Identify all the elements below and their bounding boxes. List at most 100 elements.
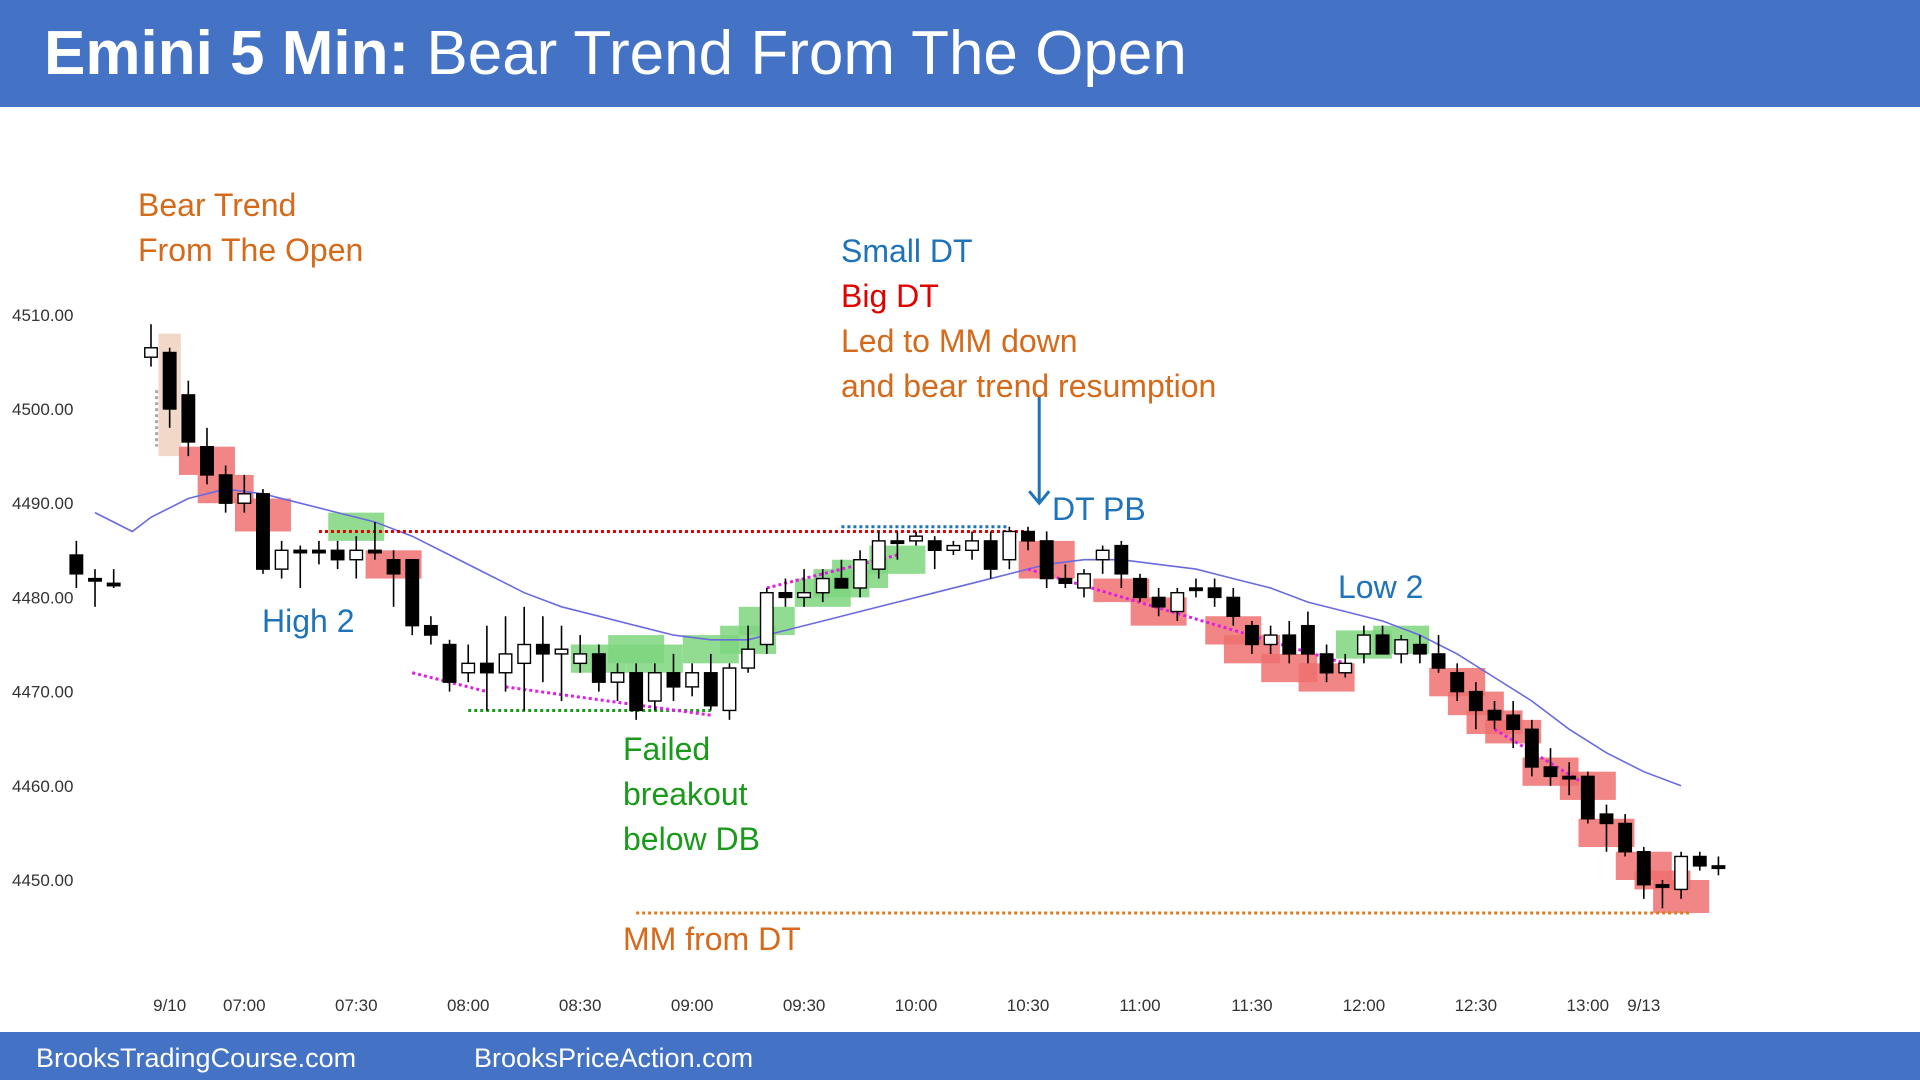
candle-body xyxy=(1450,672,1465,693)
candle-body xyxy=(1543,766,1558,778)
candle-body xyxy=(218,474,233,504)
candle-body xyxy=(1207,587,1222,599)
candle-body xyxy=(1114,544,1129,575)
candle-body xyxy=(629,672,644,712)
annotation-small-dt: Small DT xyxy=(841,233,973,269)
y-tick-label: 4460.00 xyxy=(12,777,73,796)
annotation-line: Failed xyxy=(623,731,711,767)
candle-body xyxy=(1562,775,1577,780)
candle-body xyxy=(330,549,345,561)
candle-body xyxy=(1711,865,1726,870)
x-tick-label: 10:30 xyxy=(1007,996,1050,1015)
candle-body xyxy=(1655,884,1670,888)
candle-body xyxy=(1189,587,1203,592)
candle-body xyxy=(666,672,681,688)
candle-body xyxy=(1170,591,1185,613)
candle-body xyxy=(909,535,924,542)
candle-body xyxy=(965,540,979,552)
annotation-low-2: Low 2 xyxy=(1338,569,1424,605)
candle-body xyxy=(591,653,606,683)
candle-body xyxy=(1356,634,1371,655)
candle-body xyxy=(815,577,830,594)
candle-body xyxy=(685,672,700,688)
candle-body xyxy=(535,643,550,655)
candle-body xyxy=(386,559,401,575)
candle-body xyxy=(871,540,886,570)
candle-body xyxy=(1021,530,1035,542)
candle-body xyxy=(946,544,961,551)
candle-body xyxy=(1599,813,1614,825)
candle-body xyxy=(442,643,457,683)
candle-body xyxy=(703,672,718,707)
candle-body xyxy=(1692,855,1707,867)
footer-banner xyxy=(0,1032,1920,1080)
x-tick-label: 08:30 xyxy=(559,996,602,1015)
candle-body xyxy=(1412,643,1427,655)
candle-body xyxy=(1394,639,1409,655)
candle-body xyxy=(853,559,868,589)
candle-body xyxy=(1226,596,1241,617)
x-tick-label: 12:30 xyxy=(1455,996,1498,1015)
candle-body xyxy=(1095,549,1110,561)
candle-body xyxy=(1618,822,1633,853)
down-arrow-head xyxy=(1028,490,1051,506)
x-tick-label: 11:00 xyxy=(1119,996,1160,1015)
annotation-line: Bear Trend xyxy=(138,187,297,223)
candle-body xyxy=(1077,573,1091,589)
annotation-high-2: High 2 xyxy=(262,603,355,639)
candle-body xyxy=(256,493,270,570)
annotation-line: below DB xyxy=(623,821,760,857)
annotation-bear-trend: Bear Trend From The Open xyxy=(138,183,363,273)
candle-body xyxy=(1282,634,1297,655)
annotation-dt: Small DT Big DT Led to MM down and bear … xyxy=(841,229,1216,409)
candlestick-chart: 4450.00 4460.00 4470.00 4480.00 4490.00 4500.… xyxy=(12,306,1726,1015)
x-tick-label: 09:00 xyxy=(671,996,714,1015)
candle-body xyxy=(293,549,308,554)
candle-body xyxy=(1263,634,1278,646)
annotation-led-to-2: and bear trend resumption xyxy=(841,368,1217,404)
candle-body xyxy=(311,549,326,554)
candle-body xyxy=(1375,634,1390,655)
candle-body xyxy=(1636,851,1651,886)
candle-body xyxy=(1674,855,1689,891)
candle-body xyxy=(722,667,737,712)
x-tick-label: 10:00 xyxy=(895,996,938,1015)
candle-body xyxy=(144,347,158,358)
ema-line xyxy=(94,488,1682,787)
candle-body xyxy=(1524,728,1539,768)
candle-body xyxy=(573,653,588,665)
candle-body xyxy=(367,549,382,554)
title-banner xyxy=(0,0,1920,107)
candle-body xyxy=(927,540,942,552)
candle-body xyxy=(797,591,812,599)
candle-body xyxy=(983,540,998,570)
candle-body xyxy=(741,648,756,669)
candle-body xyxy=(498,653,513,674)
candle-body xyxy=(461,662,476,674)
y-tick-label: 4470.00 xyxy=(12,683,73,702)
candle-body xyxy=(1039,540,1054,580)
candle-body xyxy=(647,672,662,702)
x-tick-label: 11:30 xyxy=(1231,996,1272,1015)
candle-body xyxy=(554,648,569,655)
candle-body xyxy=(1580,775,1595,820)
magenta-dotted-line xyxy=(766,553,898,590)
candle-body xyxy=(1058,577,1073,584)
candle-body xyxy=(1319,653,1334,674)
annotation-led-to-1: Led to MM down xyxy=(841,323,1078,359)
x-tick-label: 13:00 xyxy=(1567,996,1610,1015)
x-tick-label: 07:30 xyxy=(335,996,378,1015)
page-title: Emini 5 Min: Bear Trend From The Open xyxy=(44,14,1187,94)
candle-body xyxy=(349,549,364,561)
x-tick-label: 9/10 xyxy=(153,996,186,1015)
candle-body xyxy=(405,559,420,627)
footer-link-brookstradingcourse[interactable]: BrooksTradingCourse.com xyxy=(36,1043,357,1073)
candle-body xyxy=(1300,624,1315,655)
candle-body xyxy=(162,351,177,410)
candle-body xyxy=(1151,596,1166,608)
candle-body xyxy=(759,591,774,646)
x-tick-label: 07:00 xyxy=(223,996,266,1015)
candle-body xyxy=(1468,690,1483,712)
footer-link-brookspriceaction[interactable]: BrooksPriceAction.com xyxy=(474,1043,754,1073)
annotation-line: breakout xyxy=(623,776,748,812)
